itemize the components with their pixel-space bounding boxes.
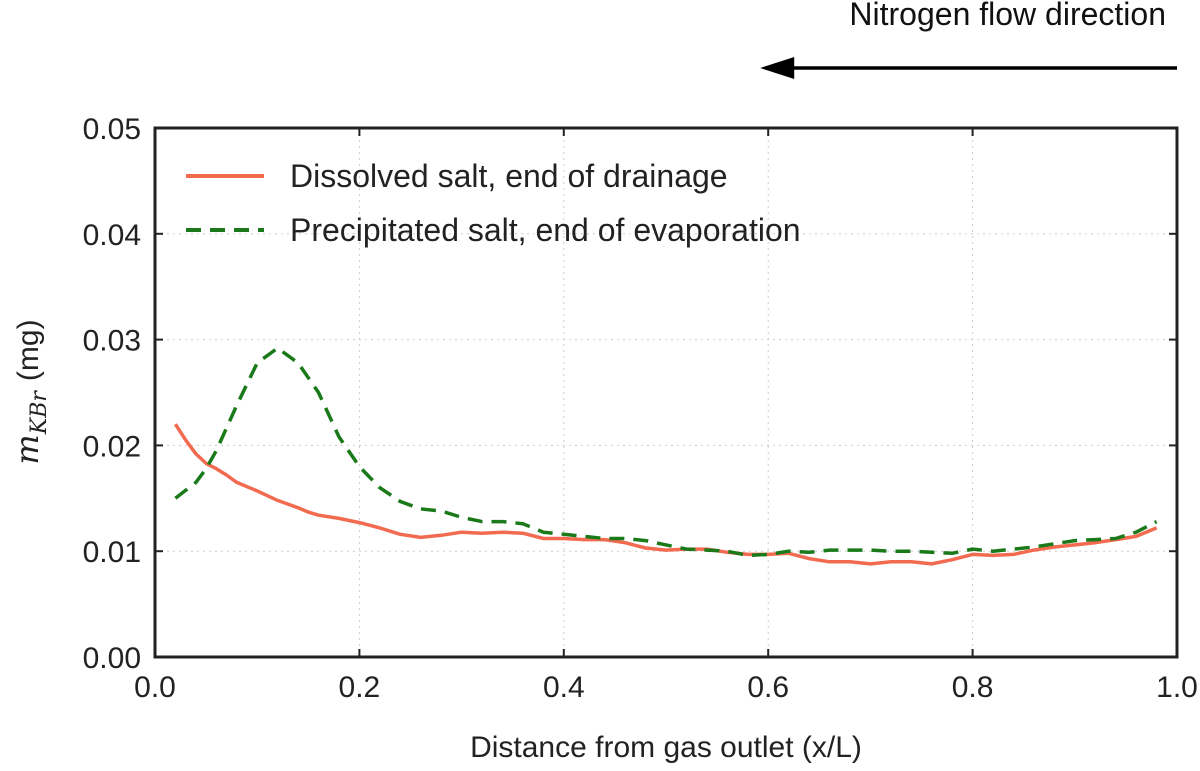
flow-direction-arrow-head bbox=[760, 57, 795, 79]
legend: Dissolved salt, end of drainage Precipit… bbox=[186, 158, 801, 248]
y-tick-label: 0.05 bbox=[83, 113, 141, 146]
legend-label-dissolved: Dissolved salt, end of drainage bbox=[290, 158, 728, 194]
y-tick-label: 0.03 bbox=[83, 325, 141, 358]
x-tick-labels: 0.0 0.2 0.4 0.6 0.8 1.0 bbox=[134, 671, 1198, 704]
x-tick-label: 0.6 bbox=[747, 671, 789, 704]
series-lines bbox=[173, 346, 1158, 566]
y-axis-unit: (mg) bbox=[12, 319, 45, 381]
plot-frame bbox=[153, 126, 1179, 659]
axis-ticks bbox=[154, 127, 1178, 658]
x-tick-label: 1.0 bbox=[1156, 671, 1198, 704]
y-axis-symbol: m bbox=[8, 434, 46, 464]
flow-direction-annotation: Nitrogen flow direction bbox=[760, 0, 1177, 79]
y-tick-labels: 0.00 0.01 0.02 0.03 0.04 0.05 bbox=[83, 113, 141, 675]
grid-lines bbox=[154, 127, 1178, 658]
y-tick-label: 0.00 bbox=[83, 642, 141, 675]
x-axis-label: Distance from gas outlet (x/L) bbox=[470, 731, 862, 764]
x-tick-label: 0.0 bbox=[134, 671, 176, 704]
series-line-dissolved bbox=[173, 423, 1158, 566]
y-axis-subscript: KBr bbox=[27, 390, 52, 436]
legend-label-precipitated: Precipitated salt, end of evaporation bbox=[290, 212, 801, 248]
series-line-precipitated bbox=[174, 346, 1158, 558]
y-tick-label: 0.04 bbox=[83, 219, 141, 252]
y-tick-label: 0.01 bbox=[83, 536, 141, 569]
x-tick-label: 0.4 bbox=[543, 671, 585, 704]
y-tick-label: 0.02 bbox=[83, 430, 141, 463]
x-tick-label: 0.8 bbox=[952, 671, 994, 704]
flow-direction-label: Nitrogen flow direction bbox=[849, 0, 1166, 32]
x-tick-label: 0.2 bbox=[339, 671, 381, 704]
y-axis-label: mKBr (mg) bbox=[8, 319, 52, 464]
